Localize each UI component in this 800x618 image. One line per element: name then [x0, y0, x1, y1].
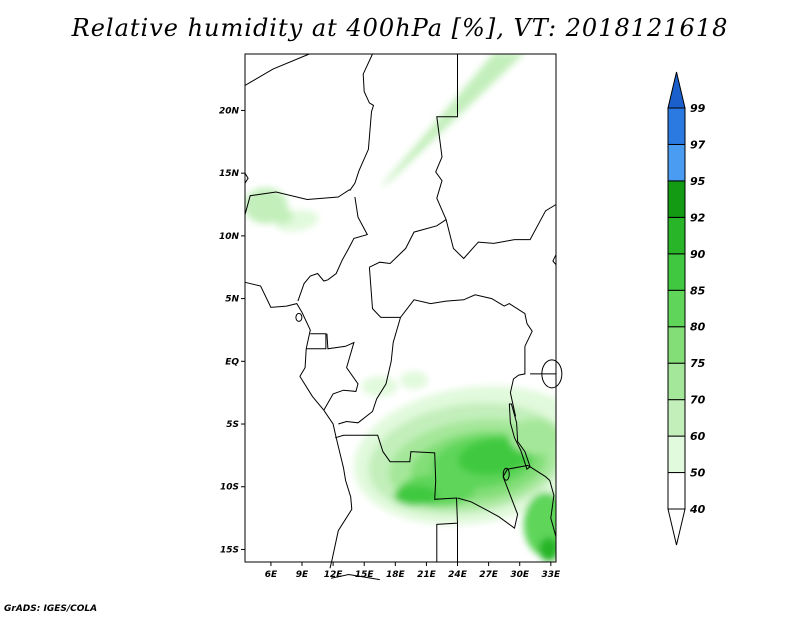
lon-tick-label: 21E	[417, 570, 437, 580]
border-zambia-malawi	[549, 480, 557, 538]
bioko-island	[295, 312, 303, 322]
lake-victoria	[541, 359, 563, 389]
border-niger-chad-libya	[244, 53, 310, 86]
map-frame	[244, 53, 557, 563]
border-angola-namibia	[330, 573, 380, 581]
border-niger-nigeria	[244, 189, 350, 215]
colorbar-box	[667, 289, 686, 328]
border-zambia-tz	[527, 464, 551, 481]
lon-tick-label: 6E	[265, 570, 278, 580]
lat-tick-label: 15N	[219, 169, 240, 179]
colorbar-box	[667, 435, 686, 474]
lon-tick-label: 18E	[386, 570, 406, 580]
colorbar-label: 85	[690, 284, 706, 297]
border-sudan-ssudan	[445, 204, 557, 260]
border-east-border	[509, 346, 526, 417]
colorbar-label: 40	[689, 503, 706, 516]
colorbar-box	[667, 107, 686, 145]
lat-tick-label: 20N	[219, 106, 240, 116]
moist-patch-congo-2	[399, 371, 428, 390]
map-title: Relative humidity at 400hPa [%], VT: 201…	[71, 14, 729, 42]
colorbar-box	[667, 143, 686, 182]
colorbar-box	[667, 253, 686, 291]
moist-area-85	[458, 438, 530, 476]
colorbar: 40 50 60 70 75 80 85 90 92 95 97 99	[667, 71, 706, 546]
colorbar-label: 92	[690, 211, 706, 224]
colorbar-label: 90	[690, 248, 706, 261]
lon-tick-label: 12E	[324, 570, 344, 580]
border-rio-muni	[306, 333, 327, 350]
border-congo-gabon	[323, 333, 359, 411]
colorbar-lower-arrow	[667, 508, 686, 546]
lat-tick-label: 5N	[225, 295, 239, 305]
colorbar-box	[667, 180, 686, 218]
moist-band-north	[379, 54, 524, 189]
border-drc-angola	[335, 434, 459, 562]
colorbar-box	[667, 326, 686, 364]
colorbar-box	[667, 399, 686, 437]
moist-lobe-se-core	[538, 537, 556, 562]
colorbar-label: 75	[690, 357, 706, 370]
border-cameroon-chad	[297, 196, 369, 302]
colorbar-label: 70	[690, 394, 706, 407]
colorbar-label: 60	[690, 430, 706, 443]
humidity-field	[245, 54, 556, 562]
lon-tick-label: 15E	[355, 570, 375, 580]
lat-tick-label: 5S	[226, 420, 239, 430]
lat-tick-label: 15S	[220, 545, 239, 555]
moist-lobe-sw-core	[394, 485, 439, 506]
colorbar-upper-arrow	[667, 71, 686, 109]
colorbar-label: 99	[690, 102, 706, 115]
country-borders	[244, 53, 563, 581]
lake-tanganyika	[508, 403, 531, 471]
lat-tick-label: 10S	[220, 483, 239, 493]
lon-tick-label: 30E	[510, 570, 530, 580]
border-chad-libya	[349, 53, 375, 191]
colorbar-label: 97	[690, 138, 706, 151]
moist-patch-west-core	[269, 207, 294, 224]
moist-patch-congo	[361, 376, 398, 397]
colorbar-label: 50	[690, 467, 706, 480]
colorbar-box	[667, 472, 686, 510]
border-chad-sudan	[369, 54, 458, 268]
border-drc-congo	[338, 317, 401, 425]
lon-tick-label: 9E	[296, 570, 309, 580]
colorbar-label: 80	[690, 321, 706, 334]
lake-mweru	[502, 467, 510, 481]
lat-tick-label: 10N	[219, 232, 240, 242]
lon-tick-label: 33E	[541, 570, 561, 580]
border-drc-zambia	[457, 464, 529, 529]
lat-tick-label: EQ	[225, 357, 239, 367]
colorbar-box	[667, 216, 686, 255]
border-car-north	[368, 267, 533, 347]
grads-credit: GrADS: IGES/COLA	[4, 604, 98, 614]
lon-tick-label: 24E	[448, 570, 468, 580]
colorbar-box	[667, 362, 686, 401]
colorbar-label: 95	[690, 175, 706, 188]
lon-tick-label: 27E	[479, 570, 499, 580]
border-coast-west-africa	[244, 281, 353, 569]
map-axes: 20N 15N 10N 5N EQ 5S 10S 15S 6E 9E 12E 15E 18E 21E 24E…	[219, 106, 561, 580]
border-sahel-west	[244, 172, 249, 184]
border-ssudan-east	[552, 254, 557, 266]
